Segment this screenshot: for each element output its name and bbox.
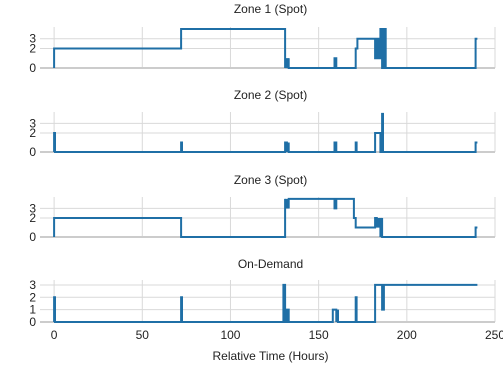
panel-title: On-Demand	[238, 257, 303, 271]
x-axis-label: Relative Time (Hours)	[212, 349, 328, 363]
series-line-1	[53, 28, 478, 69]
series-line-1	[53, 112, 478, 153]
panel-title: Zone 1 (Spot)	[234, 2, 307, 16]
y-tick-label: 2	[29, 126, 36, 140]
y-tick-label: 0	[29, 61, 36, 75]
y-tick-label: 3	[29, 278, 36, 292]
panel-1: Zone 1 (Spot) 0 23	[29, 2, 496, 75]
y-tick-label: 3	[29, 116, 36, 130]
x-tick-label: 100	[220, 328, 240, 342]
y-tick-label: 0	[29, 145, 36, 159]
y-tick-label: 2	[29, 41, 36, 55]
y-tick-label: 0	[29, 315, 36, 329]
x-tick-label: 0	[51, 328, 58, 342]
panel-title: Zone 2 (Spot)	[234, 88, 307, 102]
x-tick-label: 50	[136, 328, 150, 342]
series-line-1	[53, 283, 478, 323]
panel-title: Zone 3 (Spot)	[234, 173, 307, 187]
x-tick-label: 200	[397, 328, 417, 342]
series-line-1	[53, 197, 478, 238]
x-tick-label: 250	[485, 328, 503, 342]
y-tick-label: 3	[29, 32, 36, 46]
y-tick-label: 0	[29, 230, 36, 244]
panel-3: Zone 3 (Spot) 0 23	[29, 173, 496, 244]
y-tick-label: 3	[29, 201, 36, 215]
panel-2: Zone 2 (Spot) 0 23	[29, 88, 496, 159]
y-tick-label: 1	[29, 303, 36, 317]
y-tick-label: 2	[29, 211, 36, 225]
x-tick-label: 150	[309, 328, 329, 342]
y-tick-label: 2	[29, 290, 36, 304]
